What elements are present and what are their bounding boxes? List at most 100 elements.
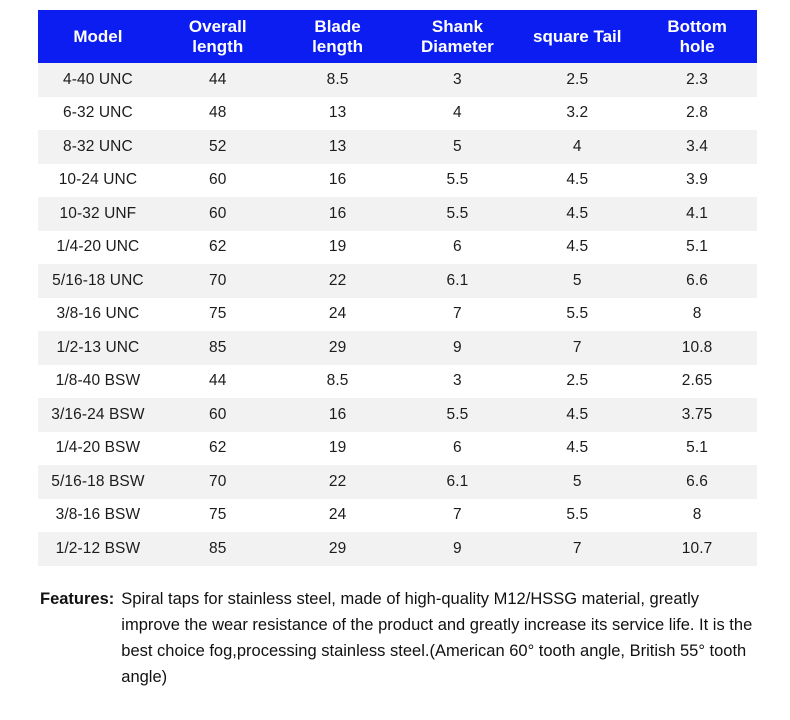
value-cell: 5.5 bbox=[446, 204, 469, 222]
value-cell: 8 bbox=[692, 506, 702, 524]
value-cell: 60 bbox=[209, 171, 227, 189]
table-row: 10-24 UNC 60 16 5.5 4.5 3.9 bbox=[38, 163, 757, 197]
table-row: 5/16-18 UNC 70 22 6.1 5 6.6 bbox=[38, 264, 757, 298]
value-cell: 4.1 bbox=[686, 204, 708, 222]
model-cell: 4-40 UNC bbox=[63, 70, 133, 88]
value-cell: 3 bbox=[453, 372, 462, 390]
value-cell: 3.9 bbox=[686, 171, 708, 189]
table-row: 1/2-13 UNC 85 29 9 7 10.8 bbox=[38, 331, 757, 365]
value-cell: 10.8 bbox=[681, 338, 713, 356]
table-row: 8-32 UNC 52 13 5 4 3.4 bbox=[38, 130, 757, 164]
value-cell: 6 bbox=[453, 238, 462, 256]
column-header: Shank Diameter bbox=[421, 16, 494, 56]
spec-table: Model Overall length Blade length Shank Dia… bbox=[38, 10, 757, 566]
model-cell: 6-32 UNC bbox=[63, 104, 133, 122]
table-row: 3/8-16 BSW 75 24 7 5.5 8 bbox=[38, 498, 757, 532]
value-cell: 8.5 bbox=[326, 70, 349, 88]
value-cell: 7 bbox=[572, 338, 582, 356]
column-header: Overall length bbox=[188, 16, 247, 56]
value-cell: 6.6 bbox=[686, 271, 708, 289]
table-row: 1/4-20 BSW 62 19 6 4.5 5.1 bbox=[38, 431, 757, 465]
model-cell: 1/2-12 BSW bbox=[55, 539, 141, 557]
value-cell: 29 bbox=[328, 338, 347, 356]
model-cell: 8-32 UNC bbox=[63, 137, 133, 155]
value-cell: 10.7 bbox=[681, 539, 713, 557]
value-cell: 85 bbox=[209, 539, 227, 557]
model-cell: 3/8-16 UNC bbox=[56, 305, 140, 323]
table-header-row: Model Overall length Blade length Shank Dia… bbox=[38, 10, 757, 63]
value-cell: 5.5 bbox=[446, 405, 469, 423]
table-row: 4-40 UNC 44 8.5 3 2.5 2.3 bbox=[38, 63, 757, 97]
value-cell: 60 bbox=[209, 204, 227, 222]
value-cell: 5 bbox=[572, 271, 582, 289]
column-header: Model bbox=[73, 26, 123, 46]
value-cell: 22 bbox=[328, 472, 347, 490]
value-cell: 60 bbox=[209, 405, 227, 423]
value-cell: 19 bbox=[328, 439, 347, 457]
table-row: 3/8-16 UNC 75 24 7 5.5 8 bbox=[38, 297, 757, 331]
column-header: Blade length bbox=[312, 16, 364, 56]
model-cell: 1/8-40 BSW bbox=[55, 372, 141, 390]
value-cell: 16 bbox=[328, 171, 347, 189]
table-row: 1/2-12 BSW 85 29 9 7 10.7 bbox=[38, 532, 757, 566]
value-cell: 7 bbox=[572, 539, 582, 557]
value-cell: 2.8 bbox=[686, 104, 708, 122]
value-cell: 3.4 bbox=[686, 137, 708, 155]
value-cell: 5 bbox=[572, 472, 582, 490]
value-cell: 5.5 bbox=[566, 506, 589, 524]
value-cell: 85 bbox=[209, 338, 227, 356]
value-cell: 6.6 bbox=[686, 472, 708, 490]
features-section: Features: Spiral taps for stainless stee… bbox=[40, 586, 754, 690]
model-cell: 3/8-16 BSW bbox=[55, 506, 141, 524]
value-cell: 4.5 bbox=[566, 171, 589, 189]
table-row: 10-32 UNF 60 16 5.5 4.5 4.1 bbox=[38, 197, 757, 231]
value-cell: 24 bbox=[328, 305, 347, 323]
column-header: square Tail bbox=[532, 26, 622, 46]
model-cell: 3/16-24 BSW bbox=[51, 405, 145, 423]
value-cell: 7 bbox=[453, 506, 462, 524]
value-cell: 29 bbox=[328, 539, 347, 557]
value-cell: 4.5 bbox=[566, 204, 589, 222]
value-cell: 5.5 bbox=[566, 305, 589, 323]
value-cell: 2.5 bbox=[566, 372, 589, 390]
value-cell: 2.65 bbox=[681, 372, 713, 390]
value-cell: 62 bbox=[209, 439, 227, 457]
value-cell: 44 bbox=[209, 70, 227, 88]
model-cell: 1/4-20 UNC bbox=[56, 238, 140, 256]
value-cell: 70 bbox=[209, 271, 227, 289]
value-cell: 75 bbox=[209, 506, 227, 524]
value-cell: 5.1 bbox=[686, 238, 708, 256]
table-row: 5/16-18 BSW 70 22 6.1 5 6.6 bbox=[38, 465, 757, 499]
value-cell: 3 bbox=[453, 70, 462, 88]
value-cell: 13 bbox=[328, 104, 347, 122]
value-cell: 4.5 bbox=[566, 439, 589, 457]
value-cell: 2.3 bbox=[686, 70, 708, 88]
value-cell: 52 bbox=[209, 137, 227, 155]
value-cell: 9 bbox=[453, 338, 462, 356]
model-cell: 5/16-18 UNC bbox=[52, 271, 144, 289]
features-label: Features: bbox=[40, 590, 115, 608]
value-cell: 70 bbox=[209, 472, 227, 490]
model-cell: 5/16-18 BSW bbox=[51, 472, 145, 490]
value-cell: 5 bbox=[453, 137, 462, 155]
value-cell: 75 bbox=[209, 305, 227, 323]
value-cell: 7 bbox=[453, 305, 462, 323]
value-cell: 2.5 bbox=[566, 70, 589, 88]
value-cell: 4 bbox=[453, 104, 462, 122]
value-cell: 19 bbox=[328, 238, 347, 256]
value-cell: 6.1 bbox=[446, 472, 469, 490]
column-header: Bottom hole bbox=[667, 16, 727, 56]
value-cell: 9 bbox=[453, 539, 462, 557]
value-cell: 13 bbox=[328, 137, 347, 155]
value-cell: 3.2 bbox=[566, 104, 589, 122]
value-cell: 8 bbox=[692, 305, 702, 323]
value-cell: 48 bbox=[209, 104, 227, 122]
model-cell: 10-24 UNC bbox=[58, 171, 138, 189]
value-cell: 5.5 bbox=[446, 171, 469, 189]
table-row: 6-32 UNC 48 13 4 3.2 2.8 bbox=[38, 96, 757, 130]
value-cell: 16 bbox=[328, 405, 347, 423]
value-cell: 16 bbox=[328, 204, 347, 222]
value-cell: 3.75 bbox=[681, 405, 713, 423]
value-cell: 8.5 bbox=[326, 372, 349, 390]
